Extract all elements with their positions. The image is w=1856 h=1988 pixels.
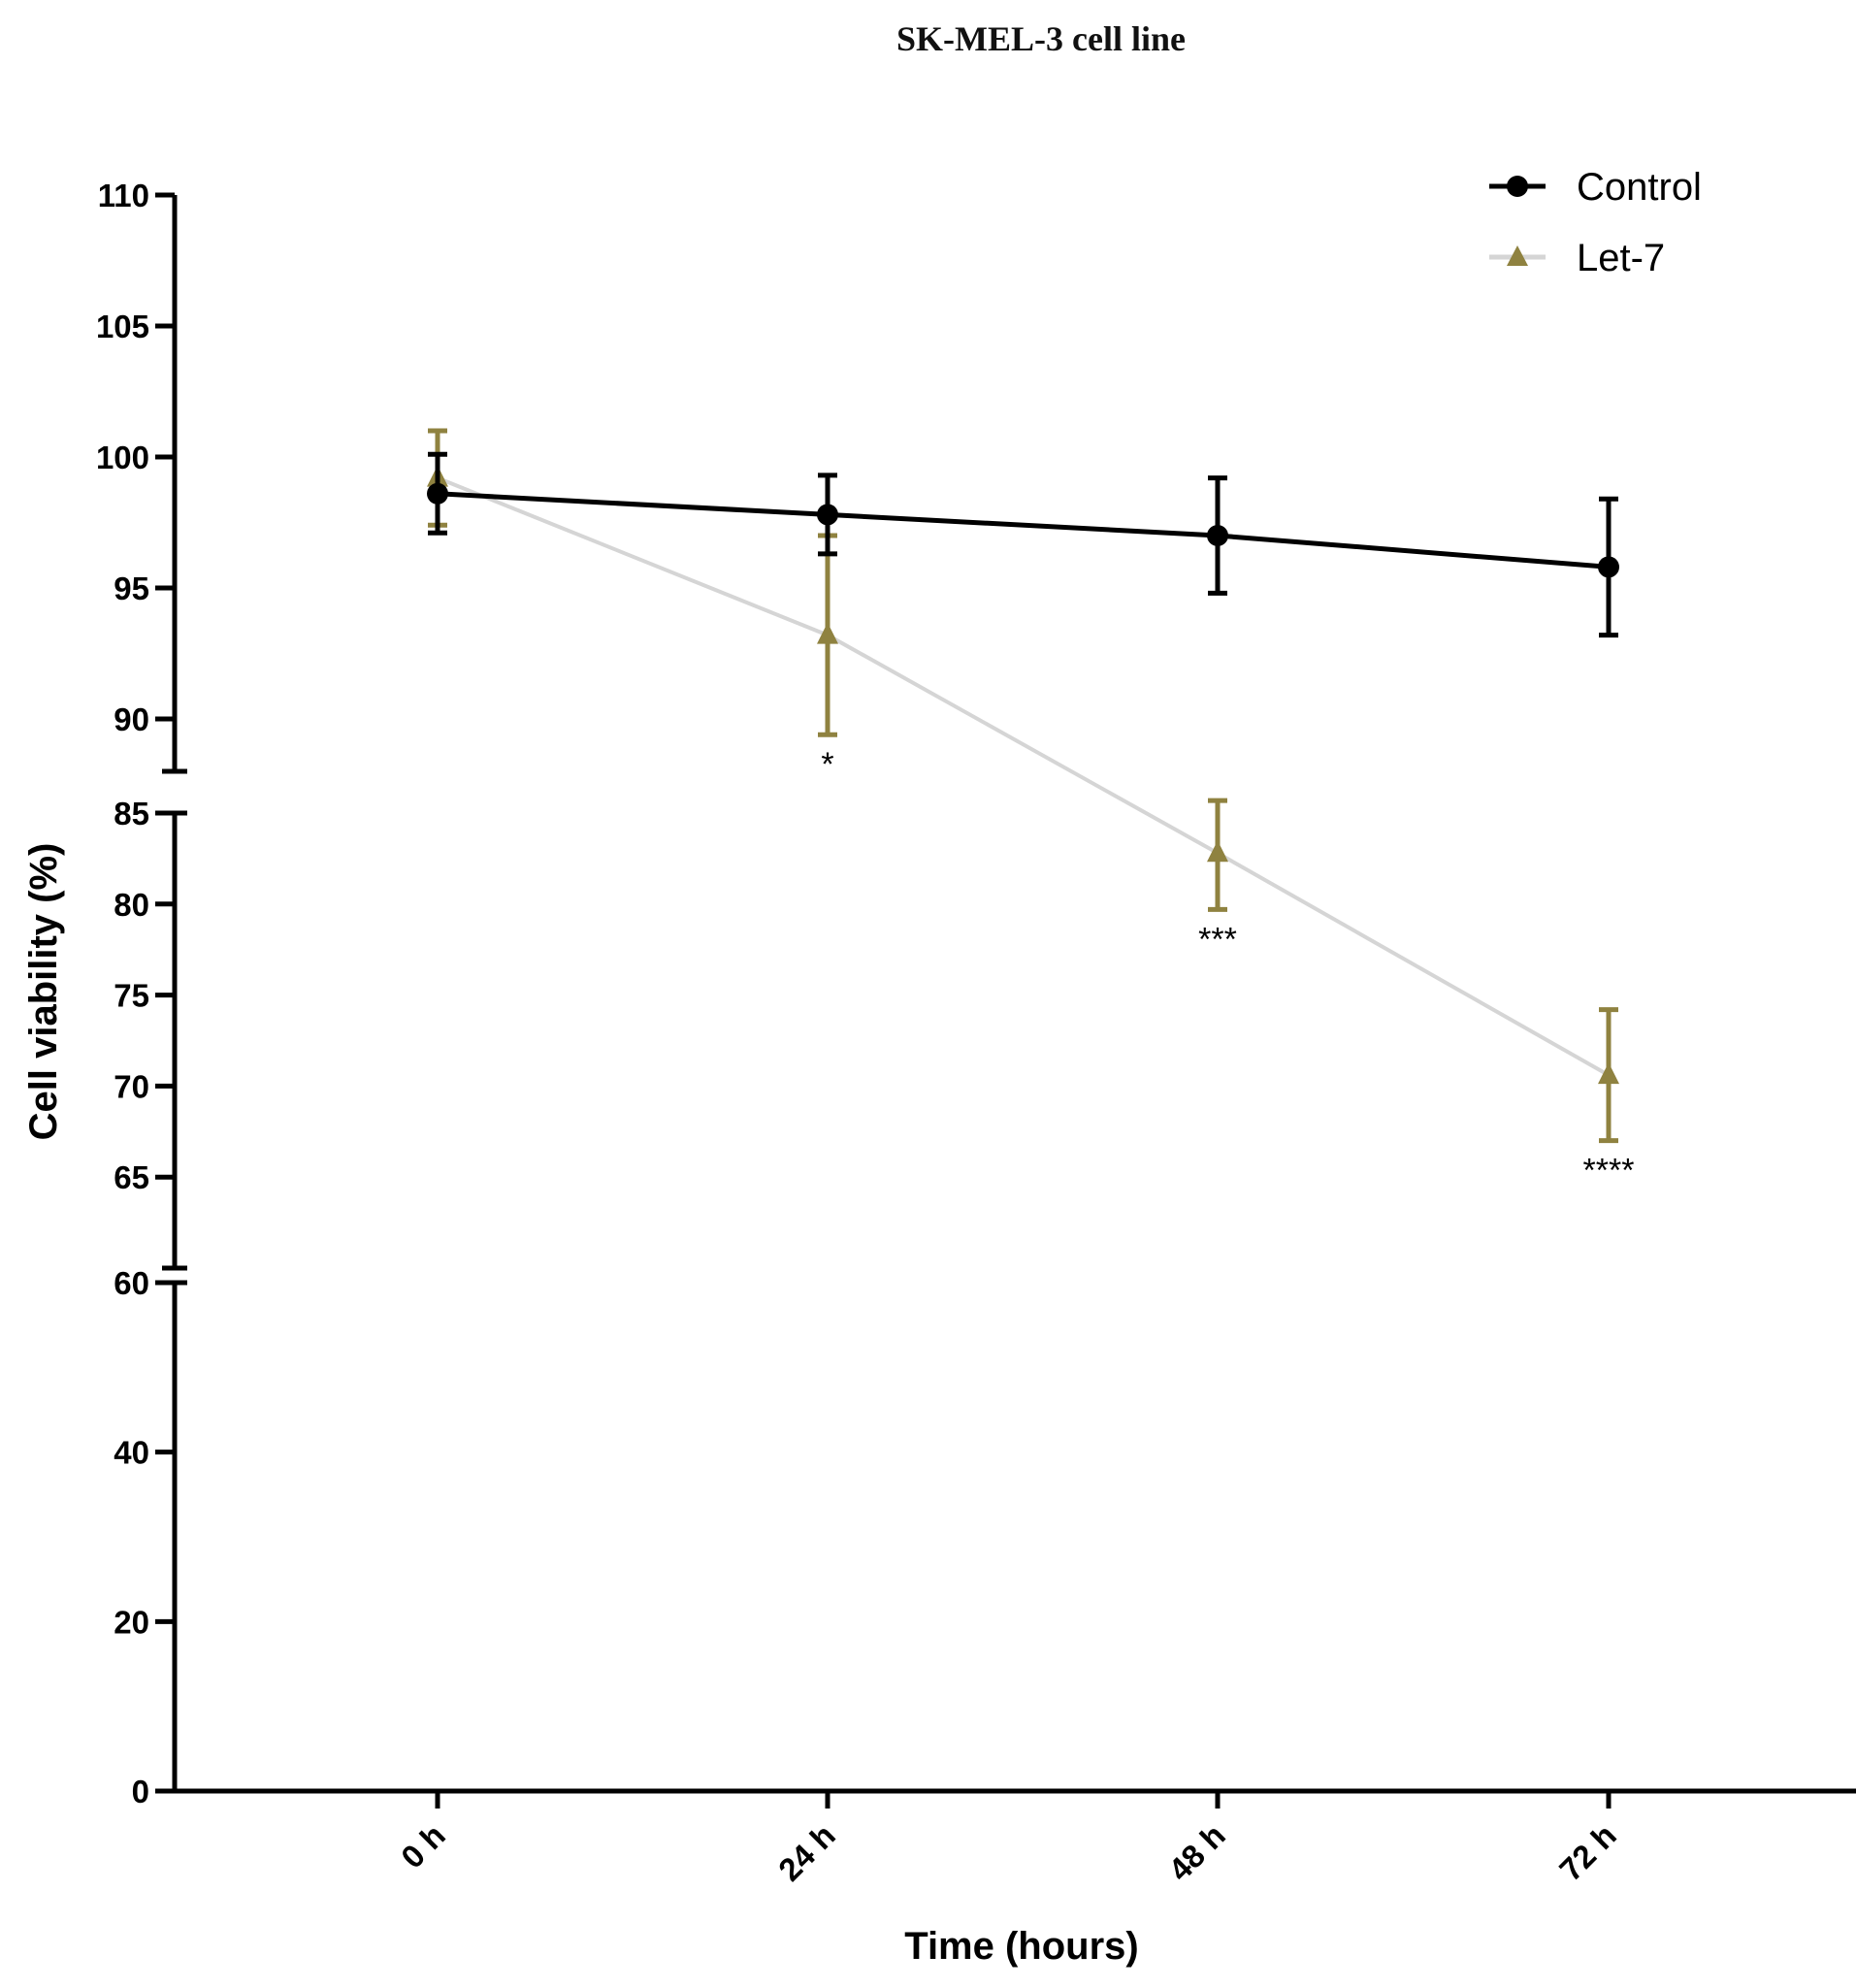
data-point-control — [1207, 525, 1228, 546]
y-tick-label: 20 — [114, 1604, 149, 1640]
axes: 0 20 40 60 65 70 75 80 85 90 95 100 105 110 0 h 24 h 48 … — [96, 178, 1856, 1888]
data-point-let-7 — [817, 622, 838, 644]
annotations: ******** — [821, 746, 1634, 1189]
y-tick-label: 95 — [114, 570, 149, 606]
significance-annotation: **** — [1583, 1153, 1635, 1190]
x-tick-label: 24 h — [771, 1817, 842, 1888]
data-point-let-7 — [1598, 1062, 1619, 1085]
y-tick-label: 0 — [132, 1774, 149, 1809]
x-axis-title: Time (hours) — [904, 1925, 1139, 1968]
x-tick-label: 72 h — [1552, 1817, 1623, 1888]
data-point-control — [817, 504, 838, 526]
significance-annotation: *** — [1198, 921, 1237, 958]
series-control — [427, 451, 1619, 638]
y-tick-label: 100 — [96, 440, 149, 475]
legend-item-control: Control — [1489, 166, 1702, 209]
y-tick-label: 60 — [114, 1265, 149, 1301]
data-point-control — [427, 482, 448, 505]
y-tick-label: 40 — [114, 1435, 149, 1471]
x-tick-label: 48 h — [1161, 1817, 1232, 1888]
data-point-control — [1598, 556, 1619, 578]
y-tick-label: 105 — [96, 309, 149, 344]
legend-marker — [1507, 245, 1528, 266]
y-tick-label: 65 — [114, 1159, 149, 1195]
legend: Control Let-7 — [1489, 166, 1702, 279]
legend-label: Control — [1577, 166, 1702, 209]
y-tick-label: 70 — [114, 1068, 149, 1104]
significance-annotation: * — [821, 746, 833, 783]
legend-item-let-7: Let-7 — [1489, 237, 1665, 279]
series-layer — [427, 428, 1619, 1144]
series-line-control — [437, 491, 1610, 570]
y-tick-label: 85 — [114, 796, 149, 831]
chart-title: SK-MEL-3 cell line — [896, 19, 1186, 58]
x-tick-label: 0 h — [394, 1817, 452, 1875]
series-let-7 — [427, 428, 1619, 1144]
y-tick-label: 75 — [114, 978, 149, 1014]
y-tick-label: 90 — [114, 701, 149, 737]
y-axis-title: Cell viability (%) — [22, 843, 65, 1141]
y-tick-label: 80 — [114, 887, 149, 923]
legend-marker — [1507, 176, 1528, 197]
data-point-let-7 — [1207, 840, 1228, 863]
y-tick-label: 110 — [98, 178, 149, 213]
legend-label: Let-7 — [1577, 237, 1665, 279]
series-line-let-7 — [437, 475, 1610, 1077]
